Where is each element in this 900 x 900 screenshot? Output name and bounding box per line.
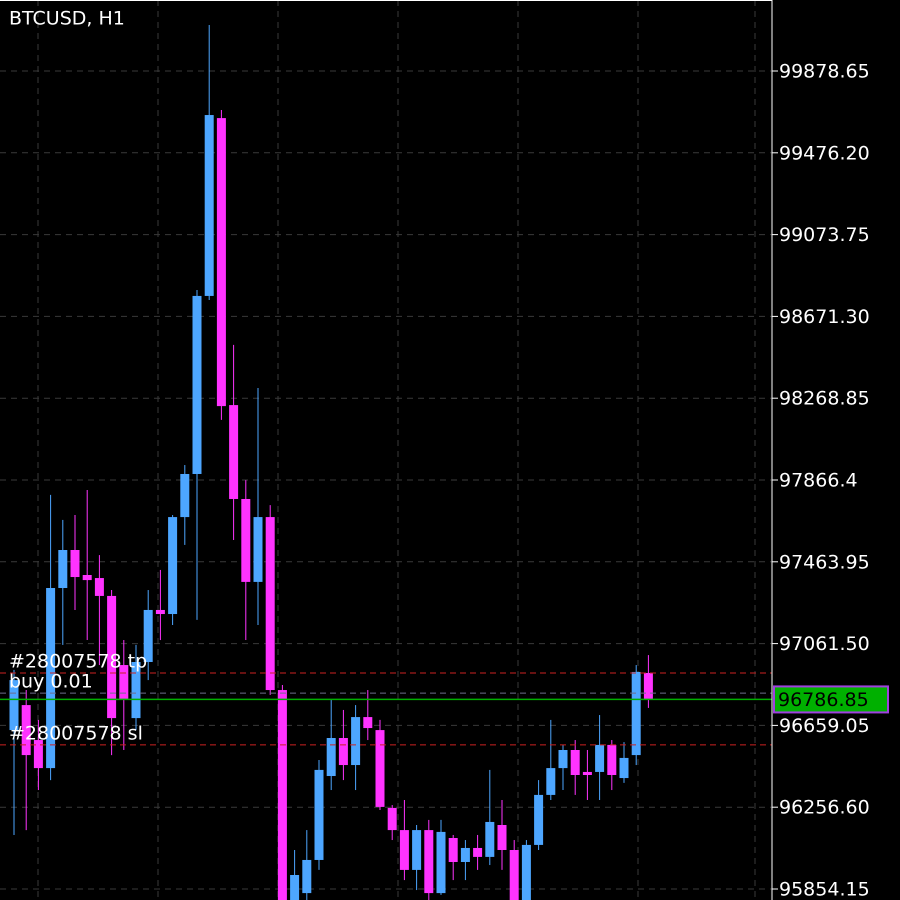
candle-body xyxy=(570,750,580,775)
order-label: buy 0.01 xyxy=(9,671,93,693)
candle-body xyxy=(619,757,629,779)
candle-body xyxy=(119,665,129,700)
candle-body xyxy=(107,595,117,719)
candle-body xyxy=(82,575,92,581)
candle-body xyxy=(375,730,385,807)
y-tick-label: 97061.50 xyxy=(779,633,870,655)
price-axis: 95854.15 96256.60 96659.05 97061.50 97463.95… xyxy=(772,61,889,900)
candle-body xyxy=(326,738,336,777)
candle-body xyxy=(485,821,495,857)
y-tick-label: 99878.65 xyxy=(779,61,870,83)
candle-body xyxy=(290,875,300,900)
candle-body xyxy=(363,717,373,729)
candle-body xyxy=(94,578,104,596)
chart-title: BTCUSD, H1 xyxy=(9,8,125,30)
current-price-box xyxy=(773,685,889,714)
candle-body xyxy=(558,750,568,769)
candle-body xyxy=(436,831,446,894)
candle-body xyxy=(595,744,605,772)
candle-body xyxy=(265,517,275,691)
candle-body xyxy=(338,738,348,766)
candle-body xyxy=(582,771,592,775)
y-tick-label: 99073.75 xyxy=(779,224,870,246)
plot xyxy=(0,25,772,900)
candle-body xyxy=(643,672,653,700)
y-tick-label: 98268.85 xyxy=(779,388,870,410)
candle-body xyxy=(216,118,226,407)
candle-body xyxy=(58,550,68,589)
candle-body xyxy=(351,717,361,766)
candle-body xyxy=(21,705,31,756)
candle-body xyxy=(204,115,214,296)
candle-body xyxy=(33,740,43,769)
candle-body xyxy=(253,517,263,582)
y-tick-label: 98671.30 xyxy=(779,306,870,328)
candle-body xyxy=(277,690,287,900)
candle-body xyxy=(229,405,239,499)
candle-body xyxy=(9,680,19,731)
candle-body xyxy=(521,844,531,900)
candle-body xyxy=(131,661,141,719)
candle-body xyxy=(448,838,458,862)
candle-body xyxy=(509,850,519,900)
candle-body xyxy=(546,768,556,795)
candle-body xyxy=(497,825,507,850)
candle-body xyxy=(241,498,251,582)
candle-body xyxy=(412,830,422,870)
candle-body xyxy=(192,295,202,474)
candle-body xyxy=(168,517,178,615)
y-tick-label: 96659.05 xyxy=(779,715,870,737)
candle-body xyxy=(607,744,617,775)
candle-body xyxy=(387,807,397,831)
candle-body xyxy=(143,609,153,662)
candle-body xyxy=(70,550,80,578)
candle-body xyxy=(155,609,165,615)
candle-body xyxy=(473,847,483,857)
y-tick-label: 97866.4 xyxy=(779,470,858,492)
candle-body xyxy=(46,588,56,769)
order-label: #28007578 sl xyxy=(9,722,143,744)
candle-body xyxy=(460,847,470,862)
y-tick-label: 95854.15 xyxy=(779,878,870,900)
current-price-label: 96786.85 xyxy=(778,689,869,711)
y-tick-label: 99476.20 xyxy=(779,142,870,164)
y-tick-label: 96256.60 xyxy=(779,797,870,819)
order-label: #28007578 tp xyxy=(9,650,147,672)
candle-body xyxy=(631,671,641,756)
candle-body xyxy=(424,830,434,894)
candle-body xyxy=(314,769,324,860)
candle-body xyxy=(534,794,544,845)
candle-body xyxy=(399,830,409,870)
candle-body xyxy=(302,859,312,894)
candle-body xyxy=(180,473,190,518)
y-tick-label: 97463.95 xyxy=(779,551,870,573)
